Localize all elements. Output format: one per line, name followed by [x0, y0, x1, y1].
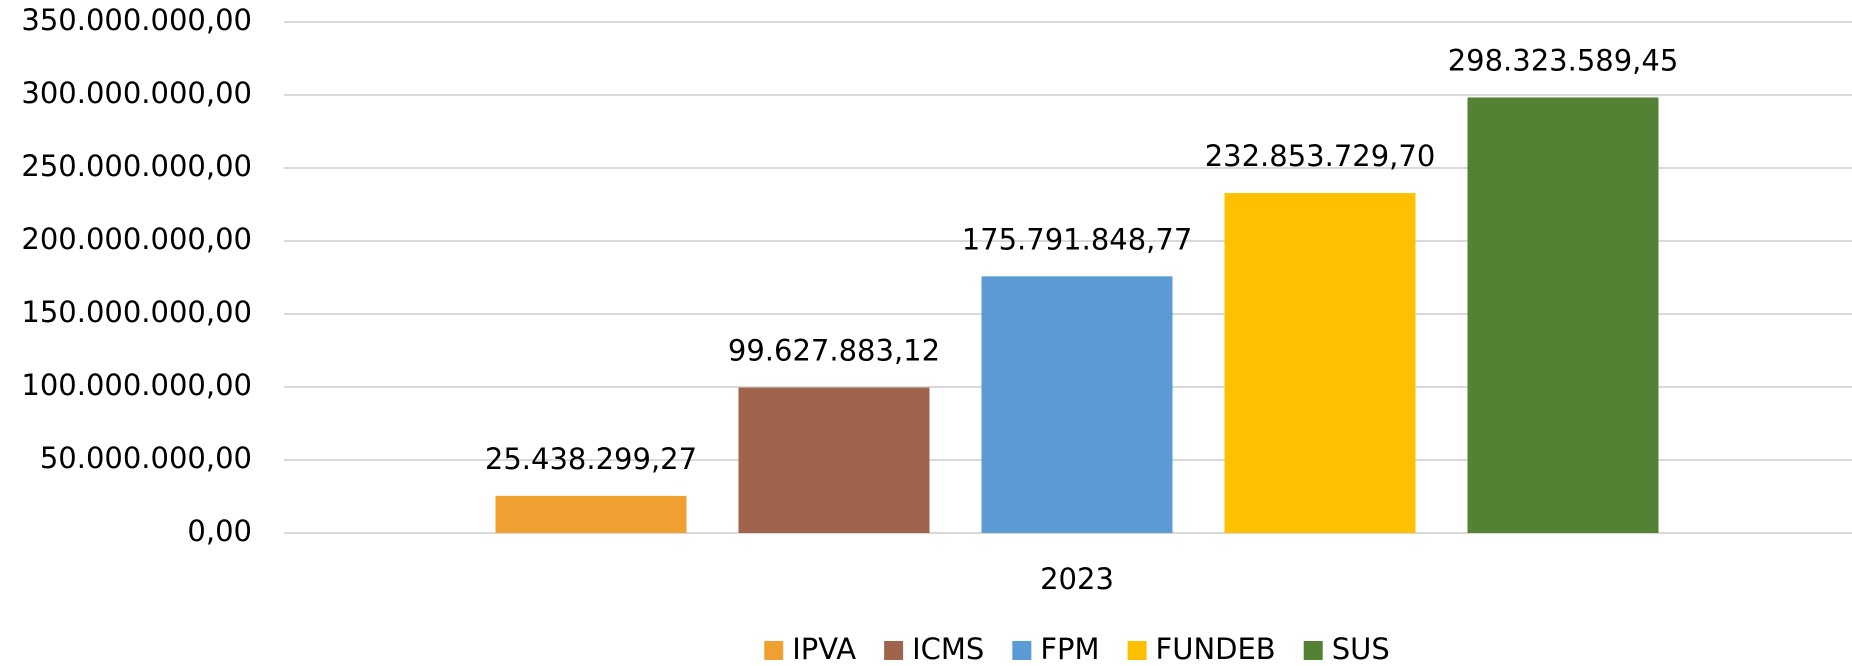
- data-label: 298.323.589,45: [1448, 43, 1679, 77]
- legend-marker: [1127, 641, 1147, 660]
- legend-label: IPVA: [792, 632, 856, 666]
- y-tick-label: 150.000.000,00: [21, 295, 252, 329]
- data-label: 232.853.729,70: [1205, 139, 1436, 173]
- y-tick-label: 250.000.000,00: [21, 149, 252, 183]
- legend-label: SUS: [1332, 632, 1390, 666]
- bar: [1467, 97, 1659, 533]
- legend-marker: [884, 641, 904, 660]
- legend-marker: [764, 641, 784, 660]
- legend-label: ICMS: [912, 632, 984, 666]
- legend-marker: [1303, 641, 1323, 660]
- y-tick-label: 200.000.000,00: [21, 222, 252, 256]
- y-tick-label: 50.000.000,00: [40, 441, 252, 475]
- data-label: 99.627.883,12: [728, 334, 940, 368]
- bar: [1224, 193, 1416, 533]
- bar: [495, 495, 687, 533]
- y-tick-label: 0,00: [187, 514, 252, 548]
- y-tick-label: 100.000.000,00: [21, 368, 252, 402]
- x-tick-label: 2023: [1040, 562, 1114, 596]
- data-label: 175.791.848,77: [962, 222, 1193, 256]
- bar: [738, 387, 930, 533]
- legend-marker: [1012, 641, 1032, 660]
- bar: [981, 276, 1173, 533]
- legend-label: FUNDEB: [1156, 632, 1276, 666]
- y-tick-label: 300.000.000,00: [21, 76, 252, 110]
- legend-label: FPM: [1040, 632, 1099, 666]
- y-tick-label: 350.000.000,00: [21, 3, 252, 37]
- data-label: 25.438.299,27: [485, 442, 697, 476]
